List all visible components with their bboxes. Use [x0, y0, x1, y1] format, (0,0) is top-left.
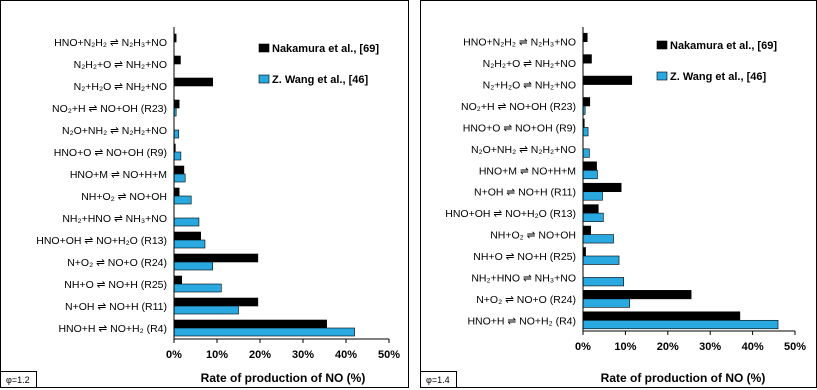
bar [173, 327, 355, 337]
bar [173, 319, 327, 329]
legend-swatch [258, 74, 270, 84]
x-tick-label: 50% [378, 349, 400, 361]
bar [582, 277, 625, 287]
legend-swatch [656, 40, 668, 50]
legend-label: Z. Wang et al., [46] [670, 71, 766, 83]
bar [173, 99, 180, 109]
bar [173, 297, 259, 307]
category-label: N₂O+NH₂ ⇌ N₂H₂+NO [471, 144, 576, 156]
category-label: N₂O+NH₂ ⇌ N₂H₂+NO [62, 125, 167, 137]
bar [582, 290, 692, 300]
x-axis-label: Rate of production of NO (%) [601, 371, 766, 385]
category-label: NH₂+HNO ⇌ NH₃+NO [62, 213, 167, 225]
x-tick-label: 0% [575, 341, 591, 353]
bar [582, 148, 590, 158]
bar [173, 239, 206, 249]
bar [173, 129, 180, 139]
bar [582, 54, 592, 64]
category-label: N₂+H₂O ⇌ NH₂+NO [74, 81, 167, 93]
category-label: HNO+H ⇌ NO+H₂ (R4) [58, 323, 167, 335]
category-label: N+OH ⇌ NO+H (R11) [474, 187, 576, 199]
legend-swatch [656, 71, 668, 81]
chart-svg-right: HNO+H ⇌ NO+H₂ (R4) N+O₂ ⇌ NO+O (R24) NH₂+H… [445, 27, 806, 385]
phi-label: φ=1.2 [1, 371, 37, 387]
category-label: HNO+OH ⇌ NO+H₂O (R13) [36, 235, 167, 247]
bar [173, 283, 222, 293]
bar [582, 75, 633, 85]
x-tick-label: 20% [249, 349, 271, 361]
bar [173, 77, 214, 87]
bar [173, 165, 185, 175]
legend-swatch [258, 43, 270, 53]
category-label: NO₂+H ⇌ NO+OH (R23) [461, 101, 576, 113]
legend-label: Nakamura et al., [69] [272, 43, 379, 55]
category-label: N₂H₂+O ⇌ NH₂+NO [74, 59, 167, 71]
bar [173, 55, 181, 65]
bar [582, 191, 603, 201]
x-tick-label: 40% [742, 341, 764, 353]
bar [582, 255, 620, 265]
bar [582, 127, 589, 137]
bar [582, 169, 598, 180]
bar [173, 195, 192, 205]
category-label: HNO+O ⇌ NO+OH (R9) [54, 147, 167, 159]
x-tick-label: 10% [206, 349, 228, 361]
category-label: N+OH ⇌ NO+H (R11) [65, 301, 167, 313]
category-label: HNO+OH ⇌ NO+H₂O (R13) [445, 208, 576, 220]
bar [173, 261, 214, 271]
category-label: NH+O ⇌ NO+H (R25) [473, 251, 576, 263]
chart-svg-left: HNO+H ⇌ NO+H₂ (R4) N+OH ⇌ NO+H (R11) NH+O … [36, 27, 400, 385]
category-label: N+O₂ ⇌ NO+O (R24) [476, 294, 576, 306]
bar [582, 204, 599, 214]
category-label: HNO+O ⇌ NO+OH (R9) [463, 122, 576, 134]
bar [582, 225, 591, 235]
x-tick-label: 50% [784, 341, 806, 353]
bar [582, 298, 630, 308]
category-label: N₂H₂+O ⇌ NH₂+NO [483, 58, 576, 70]
bar [582, 182, 622, 193]
category-label: NH+O₂ ⇌ NO+OH [490, 230, 576, 242]
bar [582, 319, 779, 330]
bar [173, 275, 183, 285]
category-label: NH+O ⇌ NO+H (R25) [64, 279, 167, 291]
bar [173, 151, 182, 161]
category-label: HNO+H ⇌ NO+H₂ (R4) [467, 315, 576, 327]
x-tick-label: 0% [166, 349, 182, 361]
bar [582, 311, 741, 321]
bar [173, 187, 180, 197]
bar [173, 173, 186, 183]
bar [173, 253, 259, 263]
category-label: HNO+N₂H₂ ⇌ N₂H₃+NO [54, 37, 167, 49]
category-label: HNO+M ⇌ NO+H+M [70, 169, 167, 181]
category-label: N₂+H₂O ⇌ NH₂+NO [483, 80, 576, 92]
x-tick-label: 20% [657, 341, 679, 353]
phi-label: φ=1.4 [421, 371, 457, 387]
category-label: HNO+N₂H₂ ⇌ N₂H₃+NO [463, 37, 576, 49]
bar [582, 212, 604, 222]
x-tick-label: 10% [614, 341, 636, 353]
category-label: HNO+M ⇌ NO+H+M [479, 165, 576, 177]
category-label: NO₂+H ⇌ NO+OH (R23) [52, 103, 167, 115]
bar [582, 32, 588, 43]
category-label: N+O₂ ⇌ NO+O (R24) [67, 257, 167, 269]
bar [582, 234, 614, 244]
category-label: NH+O₂ ⇌ NO+OH [81, 191, 167, 203]
bar [173, 231, 201, 241]
bar [173, 305, 239, 315]
x-tick-label: 40% [335, 349, 357, 361]
legend-label: Z. Wang et al., [46] [272, 74, 368, 86]
bar [582, 97, 591, 107]
category-label: NH₂+HNO ⇌ NH₃+NO [471, 272, 576, 284]
legend-label: Nakamura et al., [69] [670, 40, 777, 52]
chart-panel-phi-1-2: HNO+H ⇌ NO+H₂ (R4) N+OH ⇌ NO+H (R11) NH+O … [0, 0, 409, 388]
x-axis-label: Rate of production of NO (%) [201, 371, 366, 385]
bar [582, 161, 597, 171]
x-tick-label: 30% [699, 341, 721, 353]
bar [173, 217, 200, 227]
x-tick-label: 30% [292, 349, 314, 361]
chart-panel-phi-1-4: HNO+H ⇌ NO+H₂ (R4) N+O₂ ⇌ NO+O (R24) NH₂+H… [420, 0, 817, 388]
